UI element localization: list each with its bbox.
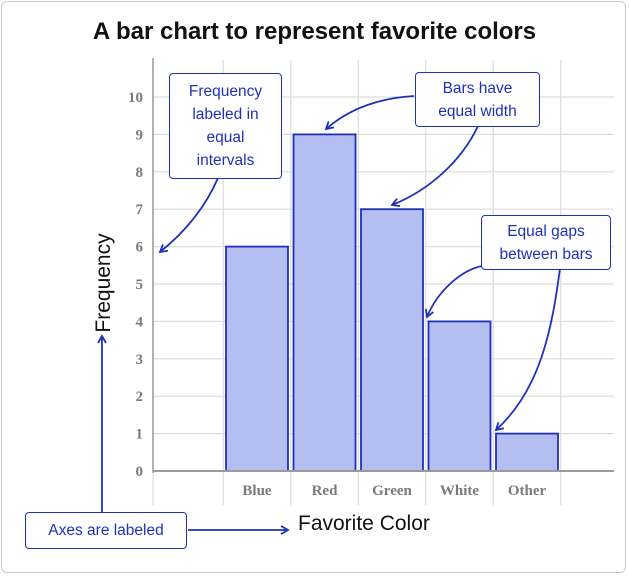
annotation-line: labeled in <box>192 106 259 123</box>
annotation-line: Equal gaps <box>507 222 585 240</box>
y-tick-label: 9 <box>136 127 144 143</box>
annotation-line: Bars have <box>442 79 513 97</box>
arrow-frequency <box>158 177 219 254</box>
bar-blue <box>225 245 289 472</box>
y-tick-label: 2 <box>136 389 144 405</box>
annotation-equal-gaps: Equal gaps between bars <box>481 215 611 270</box>
y-tick-label: 5 <box>136 277 144 293</box>
y-tick-label: 6 <box>136 240 144 256</box>
annotation-line: Frequency <box>188 83 263 100</box>
x-tick-label: Green <box>372 483 412 499</box>
y-tick-label: 10 <box>128 90 143 106</box>
x-tick-label: Blue <box>242 483 272 499</box>
bar-white <box>427 320 492 472</box>
arrow-bars-width-red <box>324 95 415 131</box>
arrow-gaps-white <box>425 265 483 319</box>
x-axis-title: Favorite Color <box>298 512 430 535</box>
annotation-bars-equal-width: Bars have equal width <box>415 72 540 127</box>
x-tick-label: Other <box>508 483 547 499</box>
annotation-line: equal width <box>438 102 517 120</box>
y-tick-label: 7 <box>136 202 144 218</box>
annotation-frequency-labeled: Frequency labeled in equal intervals <box>169 73 282 179</box>
chart-title: A bar chart to represent favorite colors <box>92 18 537 45</box>
y-axis-title: Frequency <box>92 233 115 333</box>
annotation-line: Axes are labeled <box>48 522 164 539</box>
annotation-line: intervals <box>196 152 255 169</box>
y-tick-label: 0 <box>136 464 144 480</box>
x-tick-label: Red <box>312 483 338 499</box>
bar-other <box>495 432 559 472</box>
arrow-bars-width-green <box>390 125 479 208</box>
y-tick-label: 4 <box>136 314 144 330</box>
annotation-axes-labeled: Axes are labeled <box>25 512 187 549</box>
y-tick-label: 1 <box>136 427 144 443</box>
bar-green <box>360 208 424 472</box>
y-tick-label: 8 <box>136 165 144 181</box>
bar-red <box>292 133 357 472</box>
annotation-line: equal <box>206 129 245 146</box>
annotation-line: between bars <box>499 245 593 263</box>
y-tick-label: 3 <box>136 352 144 368</box>
x-tick-label: White <box>440 483 480 499</box>
arrow-gaps-other <box>494 267 561 432</box>
